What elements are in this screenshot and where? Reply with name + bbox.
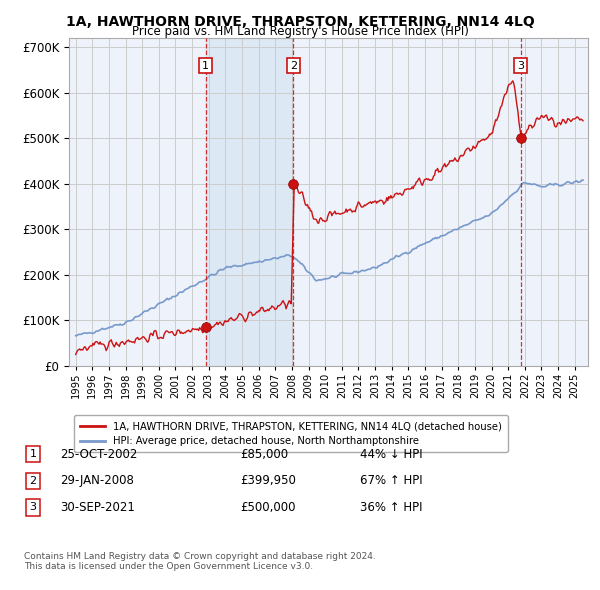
- Legend: 1A, HAWTHORN DRIVE, THRAPSTON, KETTERING, NN14 4LQ (detached house), HPI: Averag: 1A, HAWTHORN DRIVE, THRAPSTON, KETTERING…: [74, 415, 508, 453]
- Text: 2: 2: [290, 61, 297, 71]
- Text: 1: 1: [29, 450, 37, 459]
- Text: 67% ↑ HPI: 67% ↑ HPI: [360, 474, 422, 487]
- Text: 44% ↓ HPI: 44% ↓ HPI: [360, 448, 422, 461]
- Text: 2: 2: [29, 476, 37, 486]
- Text: 30-SEP-2021: 30-SEP-2021: [60, 501, 135, 514]
- Text: 3: 3: [29, 503, 37, 512]
- Text: Contains HM Land Registry data © Crown copyright and database right 2024.
This d: Contains HM Land Registry data © Crown c…: [24, 552, 376, 571]
- Text: 25-OCT-2002: 25-OCT-2002: [60, 448, 137, 461]
- Text: 36% ↑ HPI: 36% ↑ HPI: [360, 501, 422, 514]
- Text: 29-JAN-2008: 29-JAN-2008: [60, 474, 134, 487]
- Text: £399,950: £399,950: [240, 474, 296, 487]
- Bar: [206, 38, 293, 366]
- Text: 3: 3: [517, 61, 524, 71]
- Text: £85,000: £85,000: [240, 448, 288, 461]
- Text: Price paid vs. HM Land Registry's House Price Index (HPI): Price paid vs. HM Land Registry's House …: [131, 25, 469, 38]
- Text: £500,000: £500,000: [240, 501, 296, 514]
- Text: 1: 1: [202, 61, 209, 71]
- Text: 1A, HAWTHORN DRIVE, THRAPSTON, KETTERING, NN14 4LQ: 1A, HAWTHORN DRIVE, THRAPSTON, KETTERING…: [65, 15, 535, 29]
